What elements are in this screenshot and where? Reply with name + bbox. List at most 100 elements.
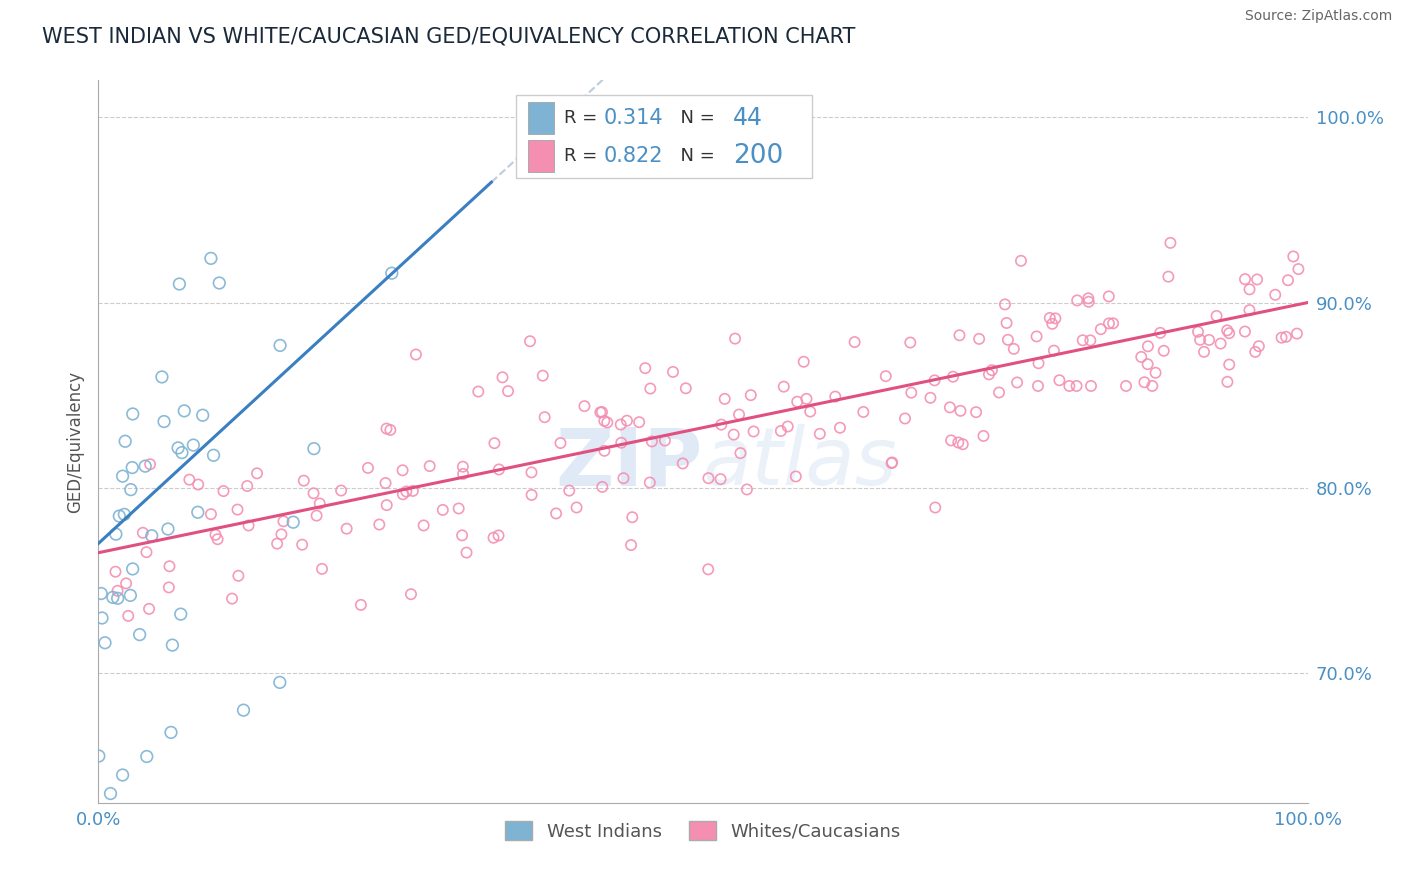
- Point: [713, 392, 735, 406]
- Point: [977, 368, 1000, 382]
- Point: [1157, 269, 1180, 284]
- Point: [291, 538, 314, 552]
- Point: [120, 483, 142, 497]
- Point: [183, 438, 205, 452]
- Text: 0.822: 0.822: [603, 146, 664, 166]
- Point: [141, 529, 163, 543]
- Point: [120, 588, 142, 602]
- Point: [169, 277, 191, 291]
- Point: [621, 510, 644, 524]
- Point: [375, 421, 398, 435]
- Point: [212, 484, 235, 499]
- Point: [114, 434, 136, 449]
- Point: [1244, 344, 1267, 359]
- Point: [900, 385, 922, 400]
- Point: [467, 384, 489, 399]
- Text: atlas: atlas: [703, 425, 898, 502]
- Point: [558, 483, 581, 498]
- Point: [132, 525, 155, 540]
- Point: [162, 638, 184, 652]
- Point: [776, 419, 799, 434]
- Point: [432, 503, 454, 517]
- Point: [496, 384, 519, 398]
- Point: [128, 627, 150, 641]
- Point: [1136, 357, 1159, 371]
- Point: [828, 421, 851, 435]
- Point: [1047, 373, 1070, 387]
- Point: [1239, 282, 1261, 296]
- Point: [1270, 331, 1292, 345]
- Point: [412, 518, 434, 533]
- Point: [1192, 344, 1215, 359]
- Point: [972, 429, 994, 443]
- Point: [273, 514, 295, 528]
- Point: [995, 316, 1018, 330]
- Point: [1282, 249, 1305, 263]
- Point: [1045, 311, 1067, 326]
- Point: [965, 405, 987, 419]
- Point: [228, 569, 250, 583]
- Point: [662, 365, 685, 379]
- Point: [179, 473, 201, 487]
- Point: [156, 522, 179, 536]
- Point: [824, 390, 846, 404]
- Point: [488, 462, 510, 476]
- Point: [1078, 334, 1101, 348]
- Point: [302, 442, 325, 456]
- Point: [519, 334, 541, 349]
- Point: [1002, 342, 1025, 356]
- Point: [204, 528, 226, 542]
- Point: [1040, 317, 1063, 331]
- Point: [391, 463, 413, 477]
- Point: [170, 607, 193, 621]
- Point: [546, 507, 568, 521]
- Point: [591, 480, 613, 494]
- Point: [1189, 333, 1212, 347]
- Point: [238, 518, 260, 533]
- Point: [482, 531, 505, 545]
- Text: R =: R =: [564, 109, 603, 127]
- Point: [87, 749, 110, 764]
- Point: [520, 466, 543, 480]
- Point: [1142, 379, 1164, 393]
- Point: [628, 415, 651, 429]
- Point: [1246, 272, 1268, 286]
- Point: [157, 581, 180, 595]
- Point: [1218, 326, 1240, 341]
- Point: [1149, 326, 1171, 340]
- Point: [100, 787, 122, 801]
- Point: [808, 426, 831, 441]
- Point: [115, 576, 138, 591]
- Point: [330, 483, 353, 498]
- Point: [1090, 322, 1112, 336]
- Point: [1102, 316, 1125, 330]
- Text: ZIP: ZIP: [555, 425, 703, 502]
- Point: [187, 505, 209, 519]
- Text: 0.314: 0.314: [603, 108, 664, 128]
- Point: [769, 424, 792, 438]
- Point: [357, 461, 380, 475]
- Point: [942, 369, 965, 384]
- Point: [191, 409, 214, 423]
- Point: [1098, 289, 1121, 303]
- Point: [208, 276, 231, 290]
- Point: [531, 368, 554, 383]
- Point: [1233, 272, 1256, 286]
- Point: [232, 703, 254, 717]
- Point: [1144, 366, 1167, 380]
- Point: [350, 598, 373, 612]
- Point: [1025, 329, 1047, 343]
- Text: N =: N =: [669, 147, 721, 165]
- Point: [710, 417, 733, 432]
- Point: [724, 332, 747, 346]
- Point: [94, 636, 117, 650]
- Point: [1159, 235, 1181, 250]
- Point: [374, 476, 396, 491]
- Point: [994, 297, 1017, 311]
- Point: [447, 501, 470, 516]
- Point: [589, 405, 612, 419]
- Point: [697, 562, 720, 576]
- Point: [793, 355, 815, 369]
- Point: [1264, 287, 1286, 301]
- Point: [785, 469, 807, 483]
